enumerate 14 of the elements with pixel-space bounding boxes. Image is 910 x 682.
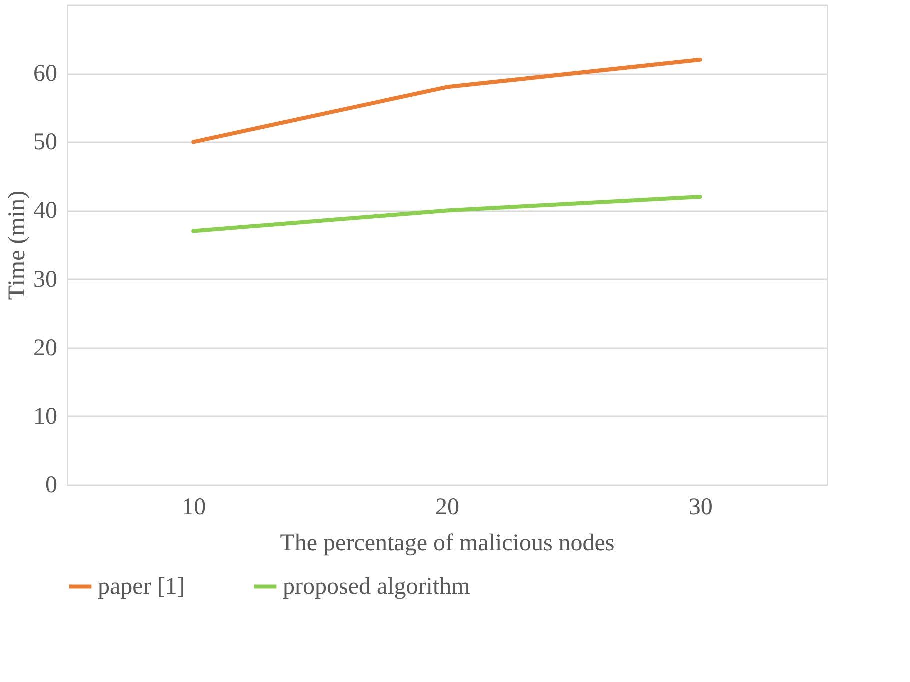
legend-label: paper [1] <box>98 574 186 600</box>
y-axis-title: Time (min) <box>4 190 30 300</box>
y-tick-label: 10 <box>34 404 58 430</box>
y-tick-label: 20 <box>34 335 58 362</box>
y-tick-label: 50 <box>34 130 58 156</box>
y-tick-label: 60 <box>34 61 58 88</box>
y-tick-label: 30 <box>34 266 58 293</box>
x-tick-label: 30 <box>688 494 713 520</box>
x-axis-title: The percentage of malicious nodes <box>280 530 615 556</box>
x-tick-label: 20 <box>436 494 460 520</box>
legend-label: proposed algorithm <box>283 574 471 600</box>
x-tick-label: 10 <box>182 494 206 520</box>
y-tick-label: 40 <box>34 198 58 224</box>
y-tick-label: 0 <box>46 472 58 498</box>
